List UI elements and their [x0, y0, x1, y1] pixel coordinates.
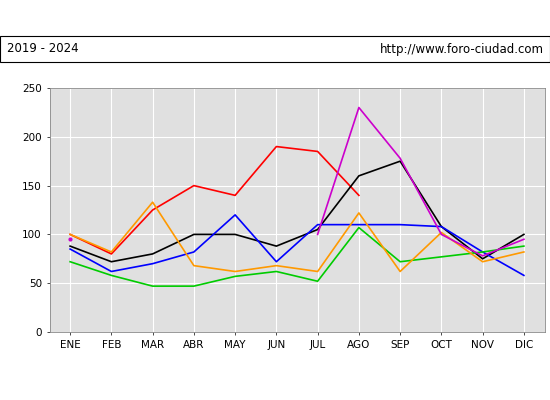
Text: Evolucion Nº Turistas Extranjeros en el municipio de Andorra: Evolucion Nº Turistas Extranjeros en el … — [52, 10, 498, 26]
Text: http://www.foro-ciudad.com: http://www.foro-ciudad.com — [379, 42, 543, 56]
Text: 2019 - 2024: 2019 - 2024 — [7, 42, 78, 56]
